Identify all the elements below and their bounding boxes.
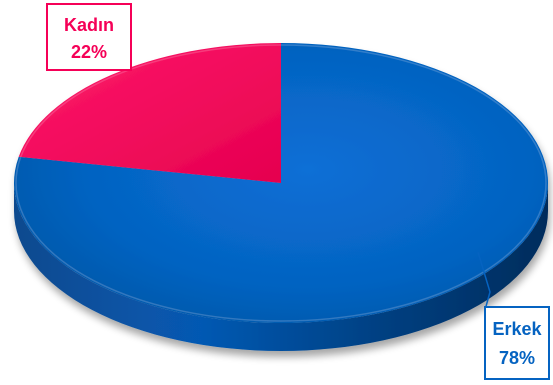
data-label-kadin-value: 22% — [71, 42, 107, 62]
data-label-kadin: Kadın 22% — [46, 3, 132, 71]
data-label-erkek-leader — [477, 251, 491, 311]
pie-side-wall — [14, 183, 548, 351]
data-label-erkek-value: 78% — [499, 348, 535, 368]
data-label-erkek: Erkek 78% — [477, 251, 550, 380]
data-label-erkek-name: Erkek — [492, 319, 542, 339]
data-label-kadin-name: Kadın — [64, 15, 114, 35]
pie-body — [13, 43, 549, 351]
pie-rim-highlight — [15, 44, 547, 322]
pie-slice-kadin — [18, 43, 281, 183]
